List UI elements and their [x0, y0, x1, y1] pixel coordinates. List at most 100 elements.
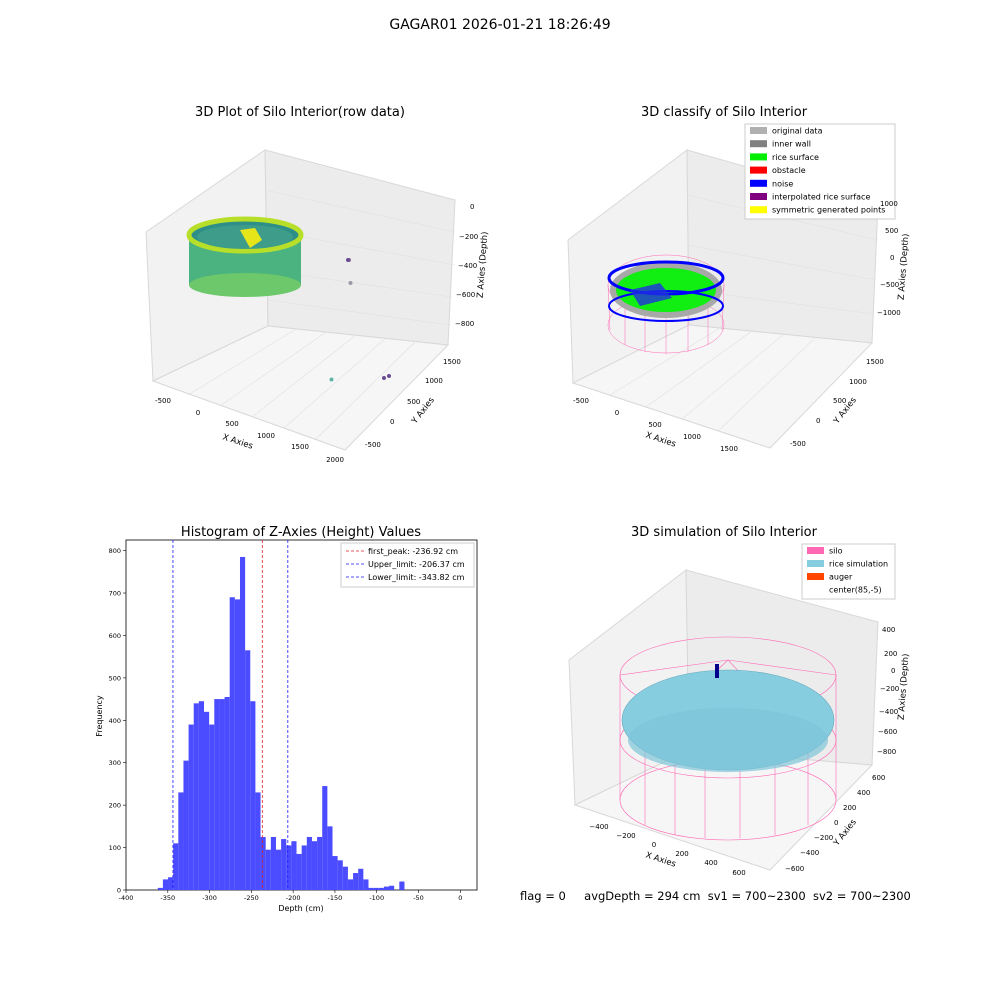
- outlier-point: [346, 258, 350, 262]
- histogram-bar: [353, 873, 359, 890]
- histogram-bar: [275, 849, 282, 890]
- z-tick: −200: [880, 685, 899, 693]
- histogram-bar: [255, 792, 261, 890]
- histogram-bar: [296, 853, 302, 890]
- x-tick: 0: [652, 841, 656, 849]
- x-tick: 1500: [720, 445, 738, 453]
- noise-cluster: [630, 283, 672, 306]
- panel-raw-3d: 3D Plot of Silo Interior(row data) -500 …: [145, 105, 491, 464]
- legend-swatch: [750, 153, 767, 161]
- x-tick: 500: [648, 421, 661, 429]
- z-tick: 200: [884, 650, 897, 658]
- panel-classify-title: 3D classify of Silo Interior: [641, 105, 808, 120]
- histogram-bar: [301, 845, 307, 890]
- histogram-bar: [224, 696, 230, 890]
- legend-label: Lower_limit: -343.82 cm: [368, 573, 465, 582]
- y-tick: 0: [816, 417, 820, 425]
- panel-simulation-3d: 3D simulation of Silo Interior silo rice …: [568, 525, 911, 877]
- histogram-bar: [245, 650, 251, 890]
- x-tick-label: -350: [160, 894, 175, 902]
- legend-swatch: [750, 193, 767, 200]
- histogram-bar: [322, 786, 328, 890]
- histogram-bar: [342, 866, 348, 890]
- histogram-bar: [291, 841, 297, 890]
- histogram-bar: [332, 856, 338, 890]
- y-tick: 200: [843, 804, 856, 812]
- histogram-bar: [378, 887, 384, 890]
- x-tick-label: -400: [119, 894, 134, 902]
- histogram-bar: [281, 839, 287, 890]
- legend-swatch: [750, 140, 767, 148]
- x-tick: 200: [675, 850, 688, 858]
- y-tick-label: 200: [109, 802, 121, 810]
- x-tick: 0: [196, 409, 200, 417]
- z-tick: −1000: [877, 309, 901, 317]
- y-tick: 0: [834, 819, 838, 827]
- x-tick: 1000: [683, 433, 701, 441]
- legend-label: obstacle: [772, 166, 806, 175]
- histogram-bar: [239, 556, 246, 890]
- z-axis-label: Z Axies (Depth): [897, 233, 912, 300]
- histogram-bars: [157, 556, 405, 890]
- histogram-bar: [399, 881, 405, 890]
- y-axis-ticks: -500 0 500 1000 1500: [365, 358, 461, 449]
- histogram-bar: [198, 701, 205, 890]
- z-tick: −800: [455, 320, 474, 328]
- histogram-bar: [363, 879, 369, 890]
- avg-depth-readout: avgDepth = 294 cm: [584, 889, 701, 903]
- z-tick: −200: [459, 233, 478, 241]
- panel-raw-title: 3D Plot of Silo Interior(row data): [195, 105, 405, 120]
- histogram-bar: [347, 879, 354, 890]
- histogram-bar: [373, 887, 379, 890]
- x-axis-ticks: -500 0 500 1000 1500 2000: [155, 397, 344, 464]
- x-tick: 600: [732, 869, 745, 877]
- x-tick-label: -150: [328, 894, 343, 902]
- histogram-bar: [173, 843, 179, 890]
- outlier-point: [382, 376, 386, 380]
- y-tick-label: 800: [109, 547, 121, 555]
- x-tick: 2000: [326, 456, 344, 464]
- simulation-title: 3D simulation of Silo Interior: [631, 525, 818, 540]
- x-tick: -500: [573, 397, 589, 405]
- histogram-bar: [368, 887, 374, 890]
- x-tick: 500: [225, 420, 238, 428]
- x-tick-label: -100: [369, 894, 384, 902]
- y-tick: -500: [790, 440, 806, 448]
- z-tick: −500: [880, 281, 899, 289]
- y-tick: 1500: [443, 358, 461, 366]
- x-tick: 1000: [257, 432, 275, 440]
- legend-frame: [744, 123, 896, 220]
- y-tick: 0: [390, 418, 394, 426]
- panel-histogram: Histogram of Z-Axies (Height) Values -40…: [95, 525, 478, 913]
- x-axis-label: X Axies: [644, 850, 677, 869]
- histogram-bar: [265, 849, 271, 890]
- histogram-bar: [337, 860, 343, 890]
- rice-simulation-lower: [628, 708, 828, 772]
- y-tick-label: 400: [109, 717, 121, 725]
- silo-bright-patch: [240, 228, 262, 248]
- classify-legend: original data inner wall rice surface obsta…: [744, 123, 896, 220]
- legend-label: silo: [829, 547, 843, 556]
- histogram-bar: [219, 699, 225, 890]
- z-tick: −400: [458, 262, 477, 270]
- z-axis-ticks: 0 −200 −400 −600 −800: [455, 203, 478, 328]
- z-axis-label: Z Axies (Depth): [476, 231, 491, 298]
- z-tick: 0: [891, 667, 895, 675]
- x-axis-ticks: -400 -350 -300 -250 -200 -150 -100 -50 0: [119, 890, 462, 902]
- legend-label: auger: [829, 573, 853, 582]
- y-tick: 1000: [425, 377, 443, 385]
- y-tick-label: 300: [109, 759, 121, 767]
- x-axis-label: X Axies: [221, 432, 254, 451]
- z-tick: 0: [890, 254, 894, 262]
- histogram-bar: [157, 887, 163, 890]
- histogram-bar: [250, 701, 256, 890]
- histogram-bar: [286, 845, 292, 890]
- histogram-bar: [214, 699, 220, 890]
- legend-label: first_peak: -236.92 cm: [368, 547, 458, 556]
- y-tick: -500: [365, 441, 381, 449]
- sv2-readout: sv2 = 700~2300: [812, 889, 911, 903]
- z-axis-ticks: 1000 500 0 −500 −1000: [877, 200, 901, 317]
- x-tick-label: -200: [286, 894, 301, 902]
- x-tick-label: -300: [202, 894, 217, 902]
